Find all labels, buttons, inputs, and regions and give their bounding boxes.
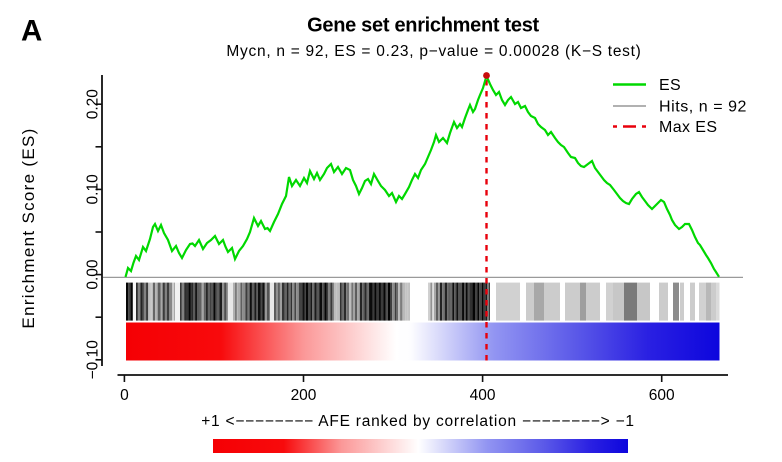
svg-text:Enrichment Score (ES): Enrichment Score (ES) [19,127,38,328]
svg-text:Hits, n = 92: Hits, n = 92 [659,99,747,116]
svg-text:+1 <−−−−−−−− AFE ranked by cor: +1 <−−−−−−−− AFE ranked by correlation −… [201,413,635,430]
svg-text:Max ES: Max ES [659,119,717,136]
svg-text:Mycn, n = 92, ES = 0.23, p−val: Mycn, n = 92, ES = 0.23, p−value = 0.000… [226,43,641,60]
svg-text:200: 200 [291,387,317,404]
svg-text:400: 400 [470,387,496,404]
svg-text:ES: ES [659,77,681,94]
svg-text:−0.10: −0.10 [85,340,102,380]
svg-text:0.00: 0.00 [85,259,102,290]
svg-text:0.20: 0.20 [85,89,102,120]
svg-text:600: 600 [649,387,675,404]
svg-text:A: A [21,14,42,47]
svg-text:0.10: 0.10 [85,174,102,205]
svg-text:0: 0 [120,387,129,404]
svg-text:Gene set enrichment test: Gene set enrichment test [307,15,539,37]
